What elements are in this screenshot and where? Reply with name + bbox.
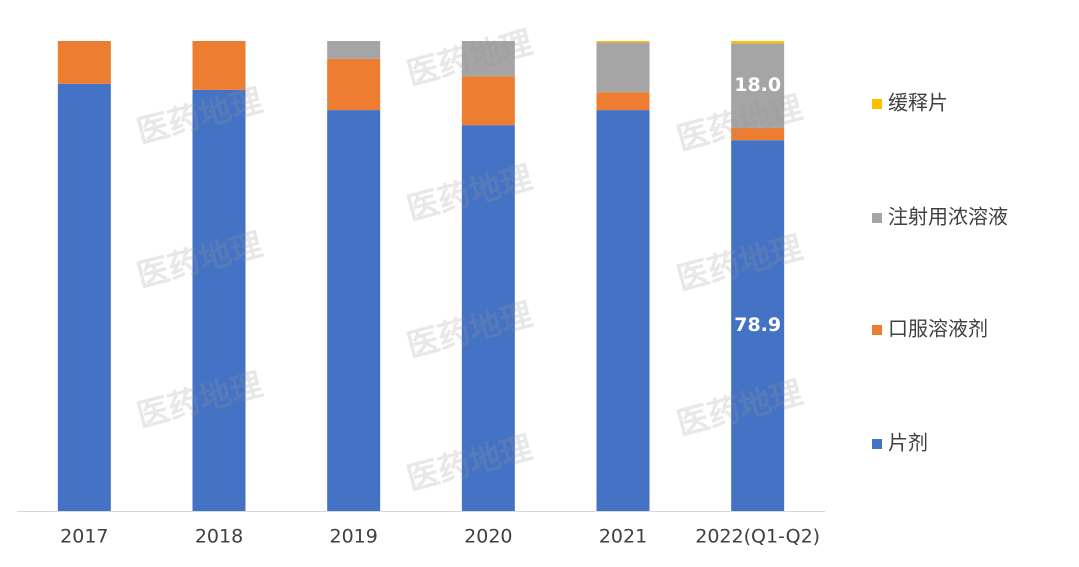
bar-segment xyxy=(596,110,650,511)
legend-label: 注射用浓溶液 xyxy=(888,205,1008,229)
data-label: 78.9 xyxy=(734,314,781,336)
x-tick-label: 2021 xyxy=(599,526,647,548)
bar-segment xyxy=(327,110,381,511)
bar-segment xyxy=(192,89,246,511)
bar-segment xyxy=(461,76,515,126)
data-label: 18.0 xyxy=(734,74,781,96)
bar-segment xyxy=(192,41,246,90)
bar-segment xyxy=(731,43,785,128)
legend-label: 片剂 xyxy=(888,431,928,455)
x-tick-label: 2018 xyxy=(195,526,243,548)
bar-segment xyxy=(461,125,515,511)
legend-marker xyxy=(872,439,882,449)
x-tick-label: 2020 xyxy=(464,526,512,548)
x-tick-label: 2019 xyxy=(329,526,377,548)
x-tick-label: 2017 xyxy=(60,526,108,548)
legend-marker xyxy=(872,325,882,335)
bar-segment xyxy=(731,127,785,141)
bar-segment xyxy=(731,41,785,44)
legend-label: 缓释片 xyxy=(888,91,948,115)
bar-segment xyxy=(57,41,111,84)
bar-segment xyxy=(596,92,650,111)
bar-segment xyxy=(596,41,650,43)
bar-segment xyxy=(731,140,785,512)
x-tick-label: 2022(Q1-Q2) xyxy=(695,526,820,548)
bar-segment xyxy=(327,58,381,111)
legend-label: 口服溶液剂 xyxy=(888,317,988,341)
bar-segment xyxy=(461,41,515,77)
legend-marker xyxy=(872,99,882,109)
bar-segment xyxy=(57,83,111,512)
legend-marker xyxy=(872,213,882,223)
bar-segment xyxy=(596,42,650,93)
bar-segment xyxy=(327,41,381,59)
